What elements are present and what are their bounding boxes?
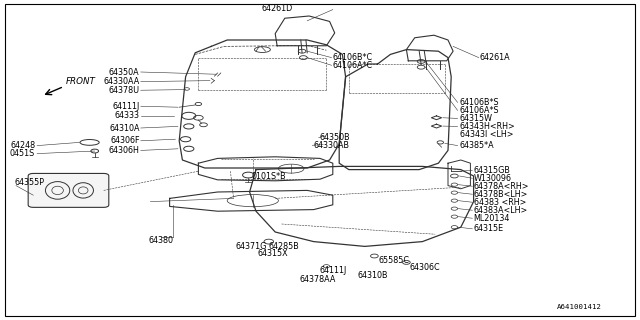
- Text: 64111J: 64111J: [112, 102, 140, 111]
- Text: 64315E: 64315E: [474, 224, 504, 233]
- Text: 64310B: 64310B: [357, 271, 388, 280]
- Text: 64315X: 64315X: [258, 249, 289, 258]
- Text: 0451S: 0451S: [10, 149, 35, 158]
- Text: 65585C: 65585C: [379, 256, 410, 265]
- Text: 64310A: 64310A: [109, 124, 140, 132]
- Text: W130096: W130096: [474, 174, 511, 183]
- Text: 0101S*B: 0101S*B: [252, 172, 286, 180]
- Text: 64285B: 64285B: [269, 242, 300, 251]
- Text: 64261A: 64261A: [480, 53, 511, 62]
- Text: ML20134: ML20134: [474, 214, 510, 223]
- Text: 64378B<LH>: 64378B<LH>: [474, 190, 528, 199]
- Text: 64306C: 64306C: [410, 263, 440, 272]
- Text: 64378A<RH>: 64378A<RH>: [474, 182, 529, 191]
- Text: 64106B*S: 64106B*S: [460, 98, 499, 107]
- Text: 64383A<LH>: 64383A<LH>: [474, 206, 528, 215]
- Text: 64306H: 64306H: [109, 146, 140, 155]
- Text: FRONT: FRONT: [65, 77, 95, 86]
- Text: 64350A: 64350A: [109, 68, 140, 76]
- Text: 64306F: 64306F: [110, 136, 140, 145]
- Text: 64343H<RH>: 64343H<RH>: [460, 122, 515, 131]
- Text: 64106A*C: 64106A*C: [333, 61, 373, 70]
- Text: 64106A*S: 64106A*S: [460, 106, 499, 115]
- Text: 64315W: 64315W: [460, 114, 493, 123]
- Text: 64106B*C: 64106B*C: [333, 53, 373, 62]
- Text: 64383 <RH>: 64383 <RH>: [474, 198, 526, 207]
- Text: 64333: 64333: [115, 111, 140, 120]
- Text: 64378AA: 64378AA: [300, 275, 336, 284]
- Text: 64330AA: 64330AA: [103, 77, 140, 86]
- Text: 64248: 64248: [10, 141, 35, 150]
- Text: 64378U: 64378U: [108, 86, 140, 95]
- Text: 64355P: 64355P: [14, 178, 44, 187]
- Text: 64111J: 64111J: [320, 266, 348, 275]
- Text: 64261D: 64261D: [262, 4, 293, 13]
- Text: 64385*A: 64385*A: [460, 141, 494, 150]
- Text: 64343I <LH>: 64343I <LH>: [460, 130, 513, 139]
- Text: 64350B: 64350B: [320, 133, 351, 142]
- Text: 64330AB: 64330AB: [314, 141, 349, 150]
- Text: 64380: 64380: [148, 236, 173, 245]
- Text: A641001412: A641001412: [557, 304, 602, 310]
- FancyBboxPatch shape: [28, 173, 109, 207]
- Text: 64371G: 64371G: [236, 242, 267, 251]
- Text: 64315GB: 64315GB: [474, 166, 511, 175]
